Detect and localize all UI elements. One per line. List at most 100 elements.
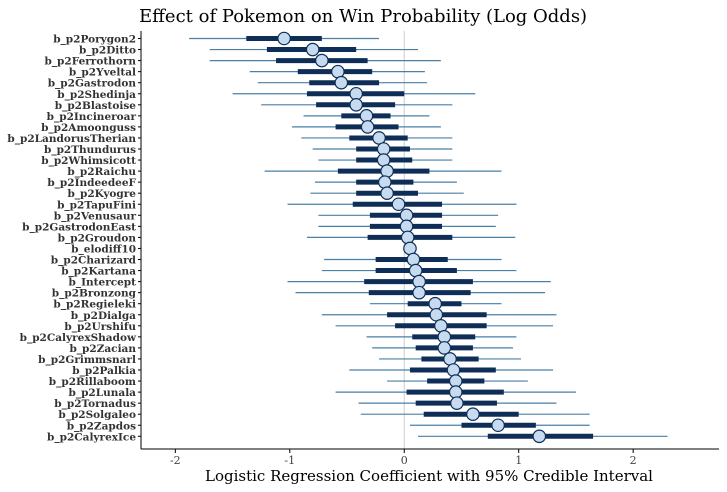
point-estimate: [532, 429, 547, 444]
point-estimate: [428, 296, 442, 311]
forest-row: [349, 363, 554, 377]
forest-row: [261, 98, 453, 112]
x-tick-label: -2: [170, 454, 181, 467]
forest-row: [295, 285, 546, 300]
y-tick-label: b_p2CalyrexIce: [47, 431, 136, 444]
data-rows: [189, 31, 668, 444]
y-tick-label: b_p2Zapdos: [67, 420, 136, 433]
y-tick-label: b_p2Groudon: [58, 232, 137, 245]
plot-area: -2 -1 0 1 2 b_p2Porygon2b_p2Dittob_p2Ferroth…: [7, 31, 719, 467]
forest-row: [257, 75, 428, 90]
forest-row: [287, 197, 517, 212]
y-tick-label: b_p2Zacian: [69, 343, 136, 356]
point-estimate: [277, 31, 291, 46]
y-tick-label: b_p2Urshifu: [64, 321, 136, 334]
forest-row: [209, 42, 418, 57]
x-tick-label: -1: [284, 454, 295, 467]
forest-row: [306, 230, 516, 245]
point-estimate: [315, 53, 329, 68]
forest-row: [335, 385, 576, 399]
forest-row: [314, 175, 457, 189]
point-estimate: [406, 252, 421, 267]
y-tick-label: b_Intercept: [69, 277, 137, 290]
forest-row: [321, 263, 517, 278]
y-tick-label: b_p2Kartana: [61, 266, 136, 279]
forest-row: [232, 86, 476, 101]
x-tick-label: 2: [630, 454, 637, 467]
y-tick-label: b_p2Bronzong: [52, 288, 137, 301]
y-tick-label: b_p2Regieleki: [53, 299, 136, 312]
y-tick-label: b_p2IndeedeeF: [47, 177, 136, 190]
y-tick-label: b_p2Tornadus: [54, 398, 136, 411]
y-tick-label: b_p2Kyogre: [67, 188, 136, 201]
y-tick-label: b_p2Yveltal: [69, 67, 136, 80]
y-tick-label: b_p2Ditto: [79, 45, 136, 58]
forest-row: [209, 53, 441, 68]
forest-row: [360, 407, 590, 421]
forest-row: [303, 109, 430, 123]
y-tick-label: b_p2Solgaleo: [58, 409, 136, 422]
forest-row: [369, 296, 502, 311]
forest-row: [312, 142, 453, 156]
x-tick-label: 0: [401, 454, 408, 467]
forest-row: [321, 307, 557, 322]
x-axis-ticks: -2 -1 0 1 2: [170, 449, 637, 467]
y-tick-label: b_elodiff10: [71, 243, 136, 256]
point-estimate: [349, 98, 363, 112]
y-tick-label: b_p2Gastrodon: [48, 78, 137, 91]
y-tick-label: b_p2GastrodonEast: [22, 221, 136, 234]
y-tick-label: b_p2TapuFini: [57, 199, 136, 212]
forest-row: [318, 208, 499, 223]
forest-row: [264, 164, 502, 178]
y-tick-label: b_p2Lunala: [69, 387, 137, 400]
forest-row: [387, 374, 528, 388]
y-tick-label: b_p2CalyrexShadow: [20, 332, 137, 345]
point-estimate: [380, 164, 394, 178]
point-estimate: [380, 186, 394, 200]
y-tick-label: b_p2Venusaur: [54, 210, 137, 223]
forest-row: [335, 318, 554, 333]
y-tick-label: b_p2Shedinja: [57, 89, 136, 102]
point-estimate: [412, 285, 426, 300]
point-estimate: [305, 42, 320, 57]
point-estimate: [377, 175, 392, 189]
y-tick-label: b_p2Ferrothorn: [44, 56, 136, 69]
y-axis-labels: b_p2Porygon2b_p2Dittob_p2Ferrothornb_p2Y…: [7, 34, 141, 444]
chart-title: Effect of Pokemon on Win Probability (Lo…: [139, 6, 587, 27]
point-estimate: [400, 230, 415, 245]
y-tick-label: b_p2Amoonguss: [41, 122, 136, 135]
y-tick-label: b_p2Porygon2: [53, 34, 136, 47]
forest-row: [417, 429, 668, 444]
y-tick-label: b_p2Rillaboom: [49, 376, 136, 389]
y-tick-label: b_p2Grimmsnarl: [38, 354, 136, 367]
y-tick-label: b_p2LandorusTherian: [7, 133, 136, 146]
point-estimate: [448, 385, 463, 399]
forest-row: [366, 330, 517, 344]
y-tick-label: b_p2Raichu: [67, 166, 136, 179]
point-estimate: [466, 407, 480, 421]
y-tick-label: b_p2Dialga: [71, 310, 136, 323]
forest-row: [292, 120, 441, 134]
y-tick-label: b_p2Whimsicott: [41, 155, 136, 168]
y-tick-label: b_p2Charizard: [51, 255, 137, 268]
y-tick-label: b_p2Palkia: [72, 365, 136, 378]
forest-row: [372, 341, 513, 355]
forest-row: [379, 352, 521, 366]
point-estimate: [360, 120, 375, 134]
forest-row: [318, 153, 453, 167]
forest-row: [358, 396, 557, 410]
point-estimate: [359, 109, 374, 123]
point-estimate: [450, 396, 464, 410]
y-tick-label: b_p2Blastoise: [55, 100, 137, 113]
x-tick-label: 1: [515, 454, 522, 467]
y-tick-label: b_p2Thundurus: [44, 144, 136, 157]
y-tick-label: b_p2Incineroar: [47, 111, 137, 124]
forest-row: [310, 186, 464, 200]
point-estimate: [437, 341, 452, 355]
point-estimate: [391, 197, 406, 212]
point-estimate: [446, 363, 461, 377]
forest-row: [318, 219, 496, 234]
forest-row: [324, 252, 502, 267]
forest-row: [409, 418, 590, 433]
